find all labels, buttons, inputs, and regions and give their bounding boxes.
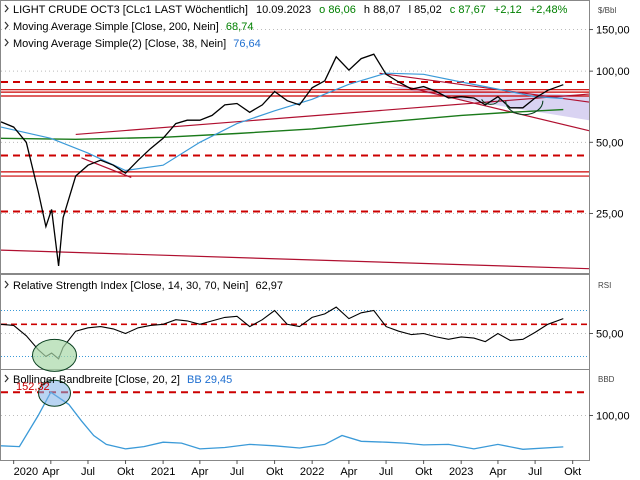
bb-legend: Bollinger Bandbreite [Close, 20, 2] BB 2… bbox=[4, 374, 615, 386]
svg-text:Moving Average Simple(2) [Clos: Moving Average Simple(2) [Close, 38, Nei… bbox=[13, 38, 261, 50]
price-unit-label: $/Bbl bbox=[598, 6, 616, 15]
x-tick-label: Apr bbox=[340, 466, 357, 478]
x-tick-label: Jul bbox=[230, 466, 244, 478]
bb-value: BB 29,45 bbox=[187, 374, 232, 386]
rsi-collapse-icon[interactable] bbox=[4, 280, 9, 289]
trend-line bbox=[385, 81, 590, 132]
pattern-marks bbox=[31, 99, 544, 407]
rsi-unit-label: RSI bbox=[598, 281, 611, 290]
x-tick-label: 2023 bbox=[449, 466, 473, 478]
x-tick-label: Okt bbox=[117, 466, 134, 478]
bb-tick-label: 100,00 bbox=[596, 411, 630, 423]
price-tick-label: 50,00 bbox=[596, 137, 624, 149]
ma38-collapse-icon[interactable] bbox=[4, 38, 9, 47]
instrument-title: LIGHT CRUDE OCT3 [CLc1 LAST Wöchentlich] bbox=[13, 4, 248, 16]
rsi-line bbox=[0, 306, 564, 360]
trend-line bbox=[0, 249, 590, 270]
bb-label: Bollinger Bandbreite [Close, 20, 2] bbox=[13, 374, 180, 386]
trend-line bbox=[379, 72, 590, 103]
series-lines bbox=[0, 53, 564, 450]
quote-close: c 87,67 bbox=[450, 4, 486, 16]
x-tick-label: 2020 bbox=[14, 466, 38, 478]
rsi-value: 62,97 bbox=[255, 280, 283, 292]
x-tick-label: 2022 bbox=[300, 466, 324, 478]
x-tick-label: Okt bbox=[415, 466, 432, 478]
svg-text:Bollinger Bandbreite [Close, 2: Bollinger Bandbreite [Close, 20, 2] BB 2… bbox=[13, 374, 232, 386]
bb-peak-label: 152,32 bbox=[16, 381, 50, 393]
x-tick-label: 2021 bbox=[151, 466, 175, 478]
bb-line bbox=[0, 391, 564, 450]
rsi-tick-label: 50,00 bbox=[596, 329, 624, 341]
svg-text:Moving Average Simple [Close,: Moving Average Simple [Close, 200, Nein]… bbox=[13, 21, 253, 33]
ma38-value: 76,64 bbox=[233, 38, 261, 50]
x-tick-label: Jul bbox=[81, 466, 95, 478]
bb-peak-circle bbox=[37, 379, 71, 407]
x-tick-label: Okt bbox=[564, 466, 581, 478]
rsi-oversold-circle bbox=[31, 338, 77, 372]
quote-change: +2,12 bbox=[494, 4, 522, 16]
axis-ticks: 150,00 100,00 50,00 25,00 50,00 100,00 2020 Apr… bbox=[13, 25, 630, 478]
ma200-label: Moving Average Simple [Close, 200, Nein] bbox=[13, 21, 219, 33]
x-tick-label: Apr bbox=[191, 466, 208, 478]
ma38-line bbox=[0, 72, 564, 172]
quote-high: h 88,07 bbox=[364, 4, 401, 16]
svg-text:LIGHT CRUDE OCT3 [CLc1 LAST Wö: LIGHT CRUDE OCT3 [CLc1 LAST Wöchentlich]… bbox=[13, 4, 568, 16]
bb-unit-label: BBD bbox=[598, 375, 615, 384]
trend-line bbox=[75, 93, 590, 136]
price-bottom-arc bbox=[505, 100, 544, 116]
quote-change-pct: +2,48% bbox=[530, 4, 568, 16]
price-collapse-icon[interactable] bbox=[4, 4, 9, 13]
x-tick-label: Jul bbox=[528, 466, 542, 478]
price-panel-frame bbox=[0, 0, 590, 274]
grid-lines bbox=[1, 29, 589, 416]
x-tick-label: Apr bbox=[489, 466, 506, 478]
price-tick-label: 25,00 bbox=[596, 208, 624, 220]
ma200-line bbox=[0, 108, 564, 141]
price-bottom-arc bbox=[481, 99, 501, 105]
ma200-value: 68,74 bbox=[226, 21, 254, 33]
bb-collapse-icon[interactable] bbox=[4, 374, 9, 383]
price-tick-label: 100,00 bbox=[596, 66, 630, 78]
quote-date: 10.09.2023 bbox=[256, 4, 311, 16]
svg-text:Relative Strength Index [Close: Relative Strength Index [Close, 14, 30, … bbox=[13, 280, 283, 292]
quote-open: o 86,06 bbox=[319, 4, 356, 16]
price-tick-label: 150,00 bbox=[596, 25, 630, 37]
quote-low: l 85,02 bbox=[409, 4, 442, 16]
ma200-collapse-icon[interactable] bbox=[4, 21, 9, 30]
x-tick-label: Okt bbox=[266, 466, 283, 478]
reference-lines bbox=[0, 72, 590, 394]
trend-line bbox=[81, 157, 132, 179]
price-line bbox=[0, 53, 564, 266]
rsi-label: Relative Strength Index [Close, 14, 30, … bbox=[13, 280, 248, 292]
ma38-label: Moving Average Simple(2) [Close, 38, Nei… bbox=[13, 38, 226, 50]
x-tick-label: Jul bbox=[379, 466, 393, 478]
price-legend: LIGHT CRUDE OCT3 [CLc1 LAST Wöchentlich]… bbox=[4, 4, 616, 50]
x-tick-label: Apr bbox=[42, 466, 59, 478]
rsi-legend: Relative Strength Index [Close, 14, 30, … bbox=[4, 280, 611, 292]
